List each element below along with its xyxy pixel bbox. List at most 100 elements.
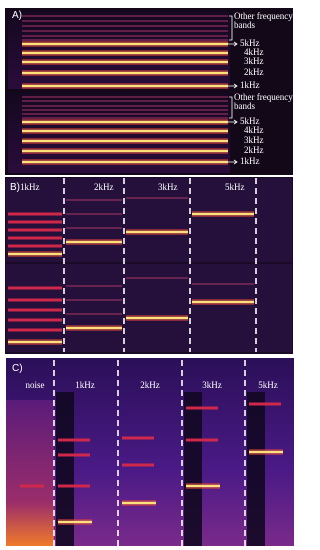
band-line [122, 463, 154, 467]
band-line [22, 20, 228, 22]
silence [247, 392, 265, 546]
bracket [229, 96, 233, 119]
band-line [58, 520, 92, 524]
noise-region [6, 400, 54, 546]
band-line [186, 484, 220, 488]
label: 5kHz [240, 38, 260, 48]
band-line [66, 299, 122, 301]
band-line [8, 220, 62, 224]
label: 4kHz [244, 47, 264, 57]
band-line [249, 402, 281, 406]
label: 1kHz [240, 156, 260, 166]
band-line [22, 139, 228, 143]
band-line [22, 42, 228, 46]
band-line [22, 117, 228, 119]
band-line [8, 252, 62, 256]
label: 3kHz [158, 182, 178, 192]
band-line [22, 120, 228, 124]
spectrogram [6, 178, 292, 262]
band-line [66, 285, 122, 287]
figure: Other frequency bands 5kHz 4kHz 3kHz 2kHz 1kH… [5, 8, 294, 546]
label: 2kHz [244, 67, 264, 77]
band-line [192, 212, 254, 216]
label: 2kHz [94, 182, 114, 192]
band-line [22, 30, 228, 32]
band-line [126, 316, 188, 320]
band-line [22, 60, 228, 64]
label: 5kHz [225, 182, 245, 192]
band-line [126, 197, 188, 199]
band-line [22, 25, 228, 27]
band-line [22, 100, 228, 102]
band-line [22, 51, 228, 55]
label: 2kHz [140, 380, 160, 390]
band-line [22, 149, 228, 153]
band-line [22, 113, 228, 115]
band-line [192, 300, 254, 304]
figure-graphics [5, 8, 294, 546]
band-line [8, 236, 62, 240]
arrow [228, 159, 238, 165]
spectrogram [6, 264, 292, 352]
band-line [186, 406, 218, 410]
label: 3kHz [244, 135, 264, 145]
band-line [66, 213, 122, 215]
band-line [22, 129, 228, 133]
band-line [66, 199, 122, 201]
band-line [66, 313, 122, 315]
band-line [22, 39, 228, 41]
band-line [20, 484, 44, 488]
band-line [22, 84, 228, 88]
band-line [8, 228, 62, 232]
band-line [126, 277, 188, 279]
band-line [186, 438, 218, 442]
label: 3kHz [244, 56, 264, 66]
band-line [22, 109, 228, 111]
label: B) [10, 182, 20, 193]
band-line [192, 283, 254, 285]
band-line [58, 484, 90, 488]
band-line [8, 244, 62, 248]
band-line [8, 308, 62, 312]
band-line [122, 501, 156, 505]
band-line [22, 71, 228, 75]
label: Other frequency bands [234, 11, 293, 30]
silence [184, 392, 202, 546]
band-line [22, 35, 228, 37]
label: 5kHz [258, 380, 278, 390]
band-line [8, 340, 62, 344]
label: 1kHz [20, 182, 40, 192]
spectrogram [8, 10, 230, 89]
band-line [249, 450, 283, 454]
arrow [228, 119, 238, 125]
band-line [22, 105, 228, 107]
band-line [8, 328, 62, 332]
band-line [66, 326, 122, 330]
silence [56, 392, 74, 546]
band-line [22, 160, 228, 164]
label: A) [12, 10, 22, 21]
label: 1kHz [75, 380, 95, 390]
band-line [122, 436, 154, 440]
band-line [8, 286, 62, 290]
label: 2kHz [244, 145, 264, 155]
label: Other frequency bands [234, 92, 293, 111]
label: 5kHz [240, 116, 260, 126]
label: noise [25, 380, 45, 390]
label: C) [12, 363, 23, 374]
band-line [22, 15, 228, 17]
band-line [66, 240, 122, 244]
band-line [66, 227, 122, 229]
band-line [8, 298, 62, 302]
band-line [58, 453, 90, 457]
band-line [126, 230, 188, 234]
band-line [22, 96, 228, 98]
bracket [229, 15, 233, 41]
label: 3kHz [202, 380, 222, 390]
arrow [228, 83, 238, 89]
band-line [8, 212, 62, 216]
arrow [228, 41, 238, 47]
label: 4kHz [244, 125, 264, 135]
label: 1kHz [240, 80, 260, 90]
band-line [8, 318, 62, 322]
